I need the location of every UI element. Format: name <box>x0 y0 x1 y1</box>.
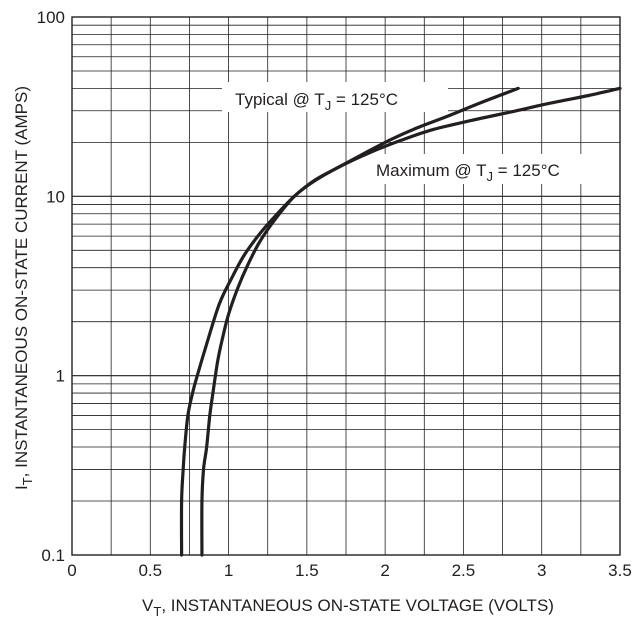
x-tick-labels: 0 0.5 1 1.5 2 2.5 3 3.5 <box>67 561 632 580</box>
x-axis-title: VT, INSTANTANEOUS ON-STATE VOLTAGE (VOLT… <box>142 596 554 619</box>
y-tick-label: 1 <box>56 367 65 386</box>
x-tick-label: 1.5 <box>295 561 319 580</box>
maximum-label-background <box>372 154 612 184</box>
series-label-maximum: Maximum @ TJ = 125°C <box>376 161 560 184</box>
typical-label-background <box>222 82 448 112</box>
x-tick-label: 1 <box>224 561 233 580</box>
x-tick-label: 2 <box>380 561 389 580</box>
x-tick-label: 0 <box>67 561 76 580</box>
y-axis-title: IT, INSTANTANEOUS ON-STATE CURRENT (AMPS… <box>12 86 35 490</box>
y-tick-label: 0.1 <box>41 546 65 565</box>
series-line-typical <box>179 86 520 557</box>
x-tick-label: 0.5 <box>138 561 162 580</box>
series-line-maximum <box>200 86 622 557</box>
series-label-typical: Typical @ TJ = 125°C <box>235 90 398 113</box>
plot-frame <box>71 16 621 556</box>
series-layer <box>179 86 622 557</box>
y-tick-label: 10 <box>46 187 65 206</box>
y-tick-labels: 0.1 1 10 100 <box>37 8 65 565</box>
x-tick-label: 2.5 <box>452 561 476 580</box>
x-tick-label: 3 <box>537 561 546 580</box>
y-tick-label: 100 <box>37 8 65 27</box>
x-tick-label: 3.5 <box>608 561 632 580</box>
